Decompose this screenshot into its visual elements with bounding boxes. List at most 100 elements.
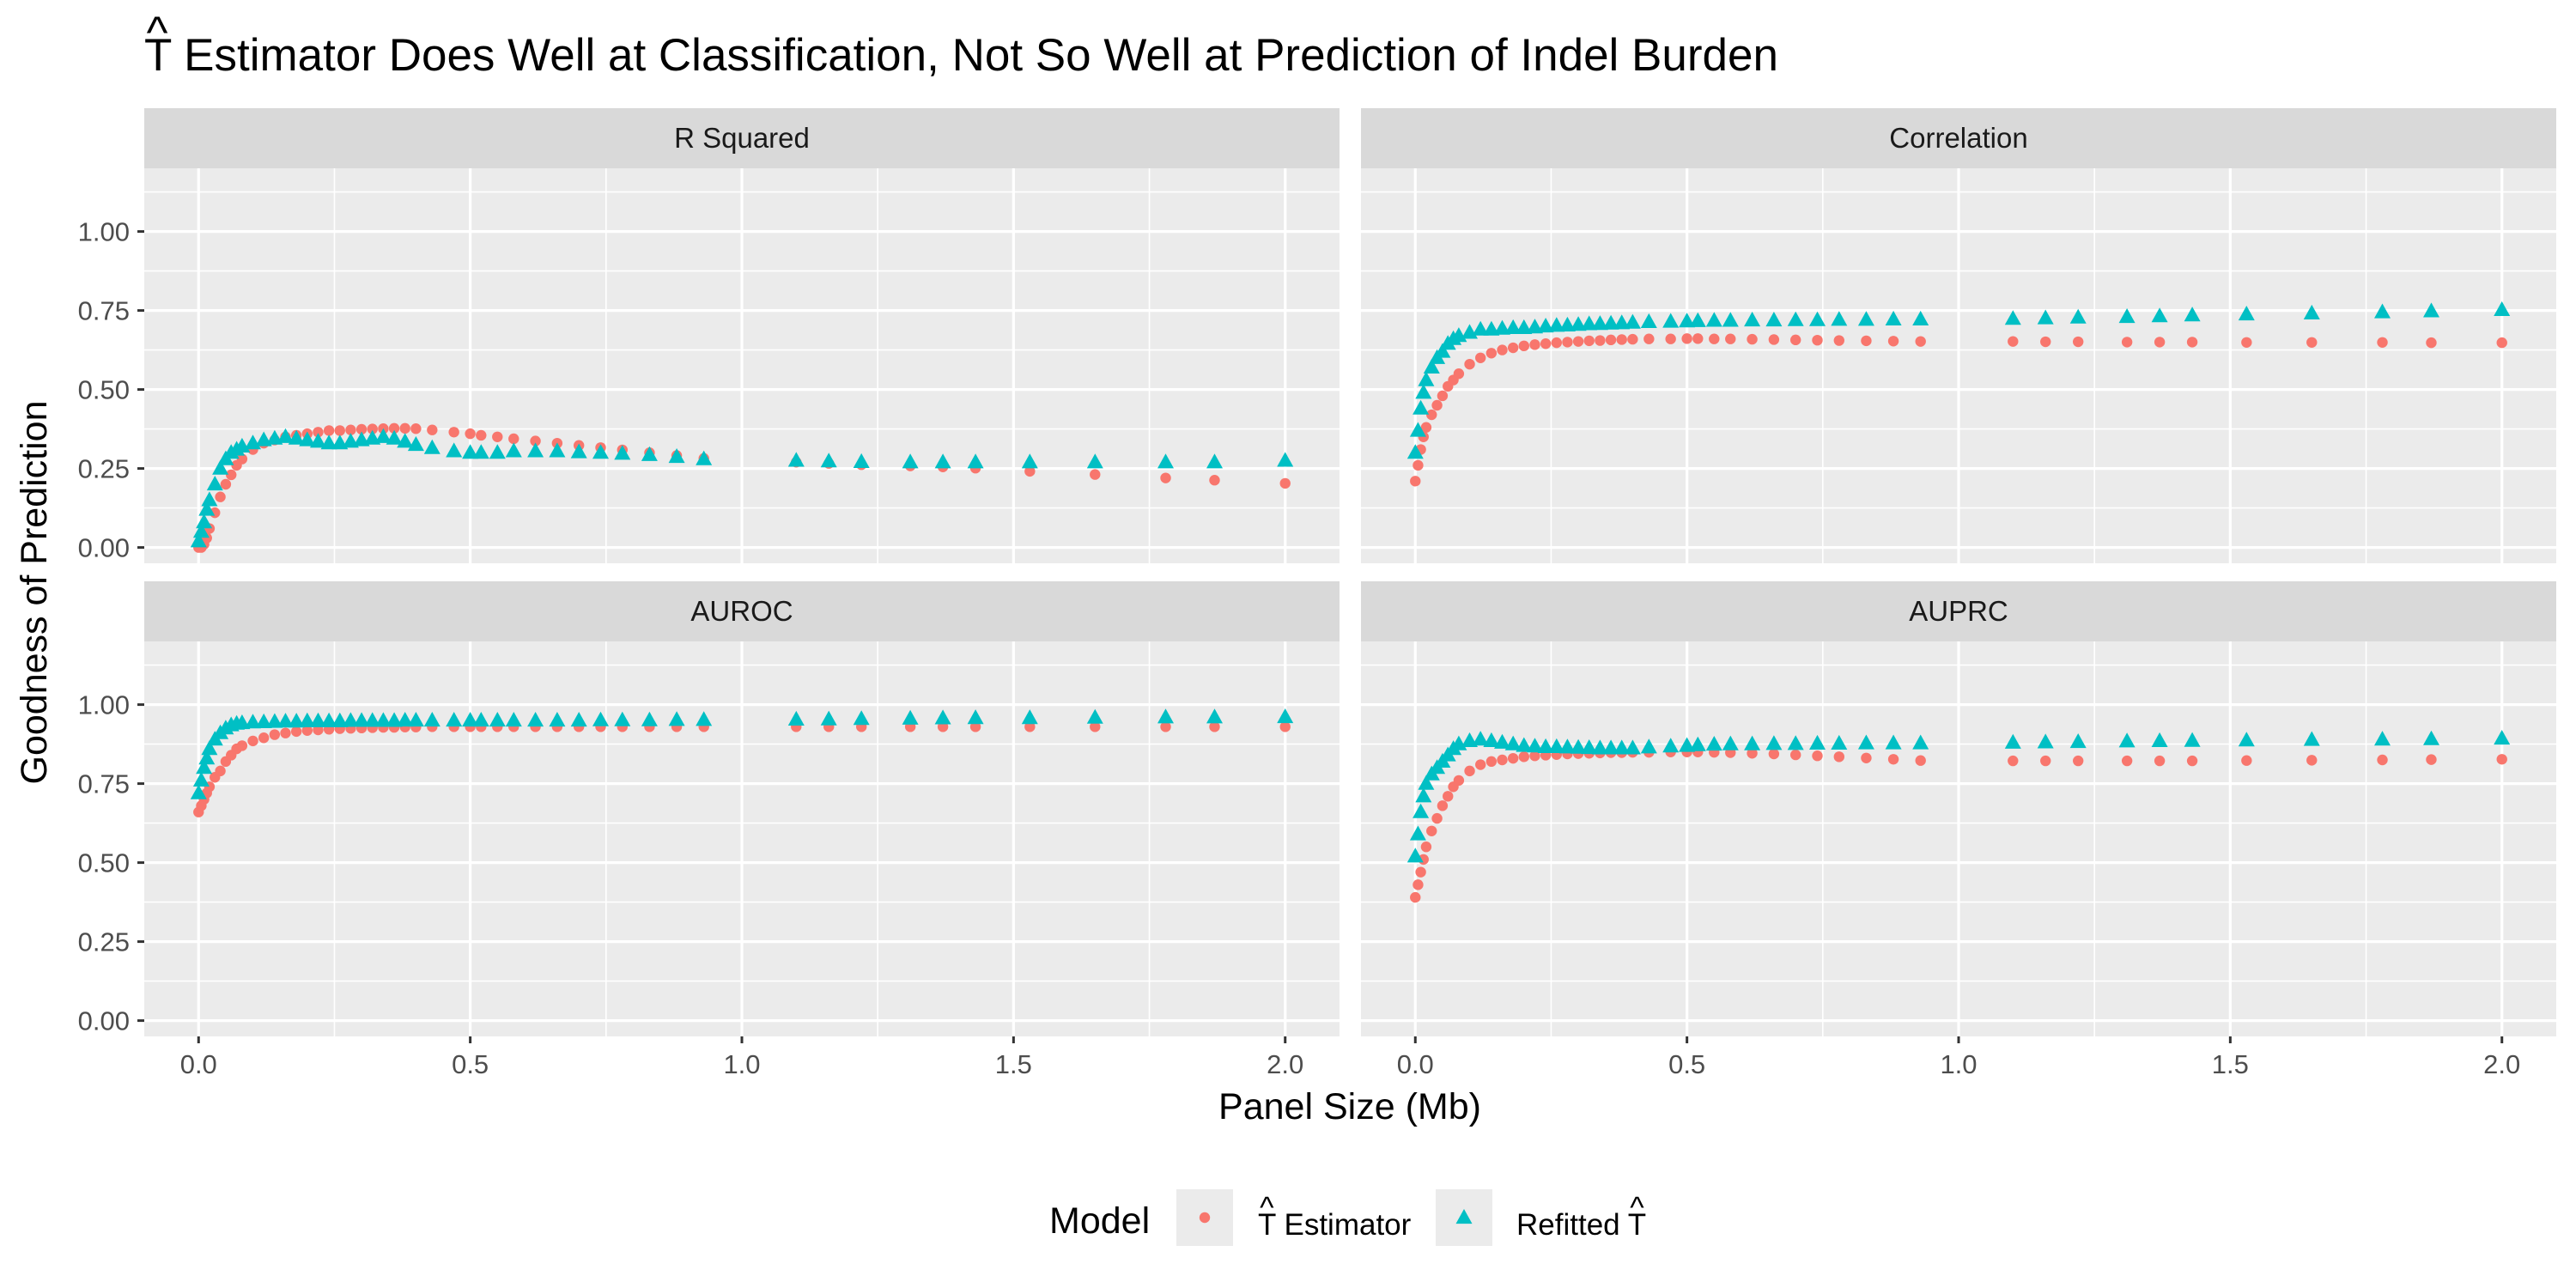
data-point-refitted — [2004, 733, 2021, 749]
data-point-estimator — [1431, 399, 1443, 411]
facet-panel-correlation: Correlation — [1361, 108, 2556, 563]
gridlines — [1361, 168, 2556, 563]
legend-entry-estimator: T Estimator^ — [1176, 1189, 1412, 1246]
data-point-estimator — [1812, 750, 1823, 762]
data-point-estimator — [1464, 358, 1475, 370]
data-point-refitted — [1624, 313, 1641, 329]
data-point-estimator — [1861, 752, 1872, 763]
data-point-estimator — [1562, 337, 1573, 348]
data-point-estimator — [2377, 337, 2388, 348]
x-tick-label: 1.5 — [995, 1049, 1032, 1079]
data-point-estimator — [290, 726, 302, 738]
data-point-refitted — [1423, 358, 1440, 374]
data-point-estimator — [1665, 333, 1676, 344]
data-point-refitted — [2423, 302, 2439, 318]
data-point-refitted — [853, 453, 870, 468]
facet-panels: R Squared 0.00 0.25 0.50 0.75 1.00 Correlation… — [78, 108, 2556, 1079]
data-point-refitted — [2494, 730, 2511, 745]
data-point-estimator — [1616, 334, 1627, 345]
y-tick-label: 0.75 — [78, 769, 130, 799]
data-point-estimator — [2154, 755, 2166, 767]
data-point-estimator — [1431, 812, 1443, 824]
data-point-refitted — [668, 711, 685, 726]
y-axis: 0.00 0.25 0.50 0.75 1.00 — [78, 217, 144, 563]
y-tick-label: 0.50 — [78, 375, 130, 405]
legend-hat-accent: ^ — [1630, 1191, 1644, 1224]
data-point-estimator — [476, 429, 487, 441]
y-tick-label: 0.00 — [78, 533, 130, 563]
data-point-estimator — [1709, 333, 1720, 344]
data-point-refitted — [1472, 731, 1489, 746]
data-point-estimator — [1420, 422, 1432, 433]
data-point-estimator — [334, 425, 345, 436]
facet-strip-label: Correlation — [1889, 122, 2027, 154]
data-point-refitted — [1809, 311, 1826, 326]
data-point-estimator — [280, 727, 291, 738]
data-point-estimator — [1410, 891, 1421, 903]
data-point-refitted — [570, 443, 587, 459]
data-point-refitted — [2118, 308, 2136, 324]
data-point-refitted — [641, 446, 658, 461]
x-tick-label: 0.0 — [1397, 1049, 1434, 1079]
data-point-refitted — [1591, 315, 1608, 331]
data-point-estimator — [2040, 336, 2051, 348]
data-point-estimator — [1529, 339, 1540, 350]
data-point-refitted — [472, 712, 489, 727]
data-point-refitted — [342, 712, 359, 727]
data-point-refitted — [1206, 708, 1223, 724]
data-point-refitted — [206, 476, 223, 491]
data-point-refitted — [1021, 453, 1038, 469]
data-point-estimator — [2426, 754, 2437, 765]
data-point-refitted — [1885, 734, 1902, 750]
data-point-refitted — [1689, 736, 1706, 751]
data-point-refitted — [2004, 310, 2021, 325]
data-point-refitted — [1021, 709, 1038, 725]
data-point-estimator — [355, 423, 368, 435]
data-point-refitted — [1744, 312, 1761, 327]
data-point-estimator — [1747, 333, 1758, 345]
data-point-refitted — [1494, 319, 1510, 335]
data-point-refitted — [2374, 303, 2391, 319]
data-point-estimator — [492, 431, 503, 442]
data-point-refitted — [374, 712, 392, 727]
data-point-refitted — [592, 711, 609, 726]
title-hat-letter: T — [144, 30, 172, 81]
data-point-refitted — [2118, 732, 2136, 748]
data-point-refitted — [934, 709, 951, 725]
data-point-refitted — [549, 712, 566, 727]
x-axis: 0.0 0.5 1.0 1.5 2.0 — [1397, 1036, 2520, 1079]
legend: Model T Estimator^Refitted T^ — [1049, 1189, 1646, 1246]
data-point-estimator — [399, 422, 410, 434]
data-point-refitted — [614, 711, 631, 726]
data-point-refitted — [1413, 399, 1430, 415]
data-point-estimator — [1540, 338, 1552, 349]
data-point-estimator — [1160, 721, 1171, 732]
data-point-refitted — [1912, 734, 1929, 750]
data-point-estimator — [1410, 476, 1421, 487]
data-point-estimator — [2073, 755, 2084, 767]
data-point-estimator — [1812, 334, 1823, 346]
data-point-refitted — [1787, 735, 1804, 750]
data-point-estimator — [2186, 755, 2198, 767]
data-point-estimator — [269, 729, 281, 740]
data-point-refitted — [592, 444, 609, 459]
legend-hat-accent: ^ — [1260, 1191, 1274, 1224]
data-point-refitted — [1537, 738, 1554, 753]
y-tick-label: 0.75 — [78, 296, 130, 326]
facet-strip — [1361, 108, 2556, 168]
data-point-refitted — [1640, 738, 1657, 754]
data-point-refitted — [1558, 316, 1576, 331]
data-point-refitted — [1206, 453, 1223, 469]
data-point-estimator — [2008, 336, 2019, 347]
data-point-refitted — [1613, 739, 1631, 755]
data-point-estimator — [1861, 335, 1872, 347]
data-point-estimator — [236, 453, 248, 465]
data-point-refitted — [1483, 320, 1500, 336]
x-axis: 0.0 0.5 1.0 1.5 2.0 — [180, 1036, 1303, 1079]
data-point-estimator — [969, 721, 981, 732]
data-point-estimator — [1453, 775, 1465, 787]
data-point-refitted — [1527, 319, 1543, 334]
data-point-estimator — [1426, 409, 1437, 421]
data-point-refitted — [1624, 739, 1641, 755]
data-point-refitted — [196, 513, 213, 529]
